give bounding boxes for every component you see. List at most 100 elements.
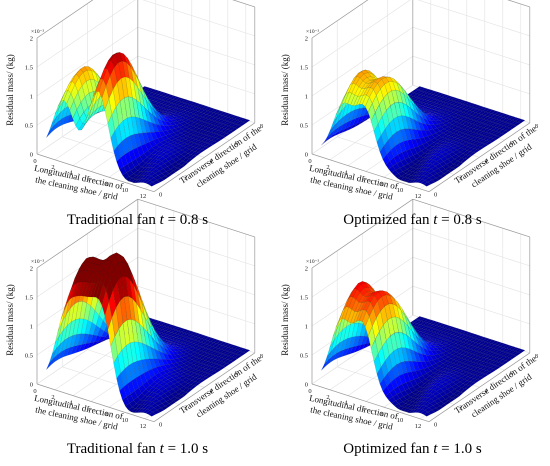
x-tick-label: 12 [140,423,147,430]
grid-line [412,227,530,267]
z-exponent-label: ×10⁻² [306,259,320,265]
x-tick-label: 10 [397,187,404,194]
caption-optimized-1-0: Optimized fan t = 1.0 s [275,441,550,458]
x-tick-label: 6 [362,405,366,412]
grid-line [137,227,255,267]
y-tick-label: 2 [184,175,187,182]
y-tick-label: 8 [535,123,538,130]
z-exponent-label: ×10⁻² [31,29,45,35]
grid-line [137,285,255,325]
x-tick-label: 8 [105,181,108,188]
axis-box-edge [36,153,155,193]
x-tick-label: 10 [122,417,129,424]
axis-box-edge [36,0,94,39]
axis-box-edge [311,383,430,423]
caption-text: Optimized fan [343,441,434,457]
x-tick-label: 10 [397,417,404,424]
axis-box-edge [311,0,369,39]
z-tick-label: 0 [305,382,308,389]
y-tick-label: 0 [159,192,162,199]
grid-line [311,227,413,298]
axis-box-edge [311,198,413,269]
caption-variable: t [159,212,164,228]
z-tick-label: 1 [30,324,33,331]
z-tick-label: 1 [305,94,308,101]
y-tick-label: 4 [484,157,488,164]
x-tick-label: 8 [380,181,383,188]
back-wall-ymax [137,0,255,123]
grid-line [36,0,136,68]
caption-text: Traditional fan [66,212,160,228]
caption-value: = 0.8 s [163,212,209,228]
z-tick-label: 0.5 [300,353,308,360]
x-tick-label: 8 [105,411,108,418]
grid-line [36,26,138,97]
grid-line [142,0,255,37]
back-wall-ymax [412,0,530,123]
x-tick-label: 0 [308,388,311,395]
grid-line [412,285,530,325]
z-tick-label: 1 [305,324,308,331]
surface-patch [423,181,431,187]
y-tick-label: 8 [260,123,263,130]
z-tick-label: 1 [30,94,33,101]
grid-line [137,26,255,66]
surface-mesh [321,69,526,187]
x-tick-label: 12 [415,193,422,200]
z-exponent-label: ×10⁻² [306,29,320,35]
axis-box-edge [507,0,530,8]
axis-box-edge [232,0,255,8]
z-axis-label: Residual mass/ (kg) [5,284,15,356]
surface-mesh [46,252,251,417]
caption-value: = 1.0 s [437,441,482,457]
axis-box-edge [36,383,155,423]
surface-mesh [321,281,526,417]
grid-line [412,26,530,66]
caption-text: Traditional fan [66,441,160,457]
z-tick-label: 0 [30,382,33,389]
caption-variable: t [433,212,438,228]
y-tick-label: 8 [260,353,263,360]
x-tick-label: 4 [344,170,348,177]
x-tick-label: 2 [326,394,329,401]
axis-box-edge [153,122,255,192]
surface-patch [148,411,156,417]
z-axis-label: Residual mass/ (kg) [5,54,15,126]
x-tick-label: 0 [308,158,311,165]
x-tick-label: 12 [140,193,147,200]
z-tick-label: 0.5 [25,123,33,130]
axis-box-edge [137,198,255,238]
z-tick-label: 0.5 [300,123,308,130]
caption-optimized-0-8: Optimized fan t = 0.8 s [275,212,550,229]
caption-value: = 0.8 s [437,212,482,228]
caption-traditional-1-0: Traditional fan t = 1.0 s [0,441,275,458]
caption-variable: t [159,441,164,457]
z-tick-label: 1.5 [25,65,33,72]
x-tick-label: 10 [122,187,129,194]
z-tick-label: 2 [305,266,308,273]
y-tick-label: 6 [235,370,239,377]
grid-line [311,26,413,97]
z-axis-label: Residual mass/ (kg) [280,54,290,126]
x-tick-label: 6 [362,175,366,182]
surface-mesh [46,52,251,187]
axis-box-edge [428,122,530,192]
y-tick-label: 4 [209,157,213,164]
z-exponent-label: ×10⁻² [31,259,45,265]
grid-line [137,256,255,296]
surface-patch [148,181,156,187]
y-tick-label: 4 [209,387,213,394]
z-tick-label: 1.5 [25,295,33,302]
y-tick-label: 8 [535,353,538,360]
grid-line [412,256,530,296]
z-axis-label: Residual mass/ (kg) [280,284,290,356]
x-tick-label: 12 [415,423,422,430]
x-tick-label: 0 [33,158,36,165]
z-tick-label: 2 [30,266,33,273]
x-tick-label: 2 [51,394,54,401]
caption-variable: t [433,441,438,457]
z-tick-label: 2 [305,36,308,43]
grid-line [417,0,530,37]
